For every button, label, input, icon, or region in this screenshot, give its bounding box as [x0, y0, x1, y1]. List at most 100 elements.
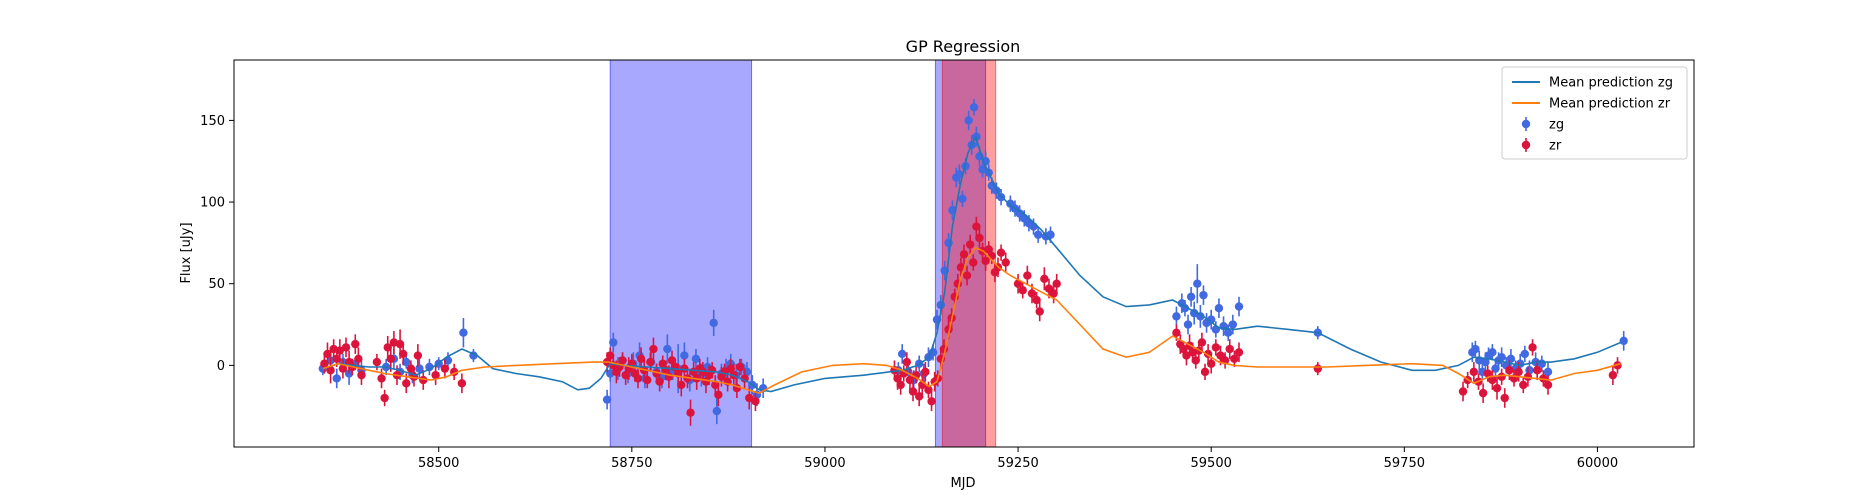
- point-zr: [1035, 307, 1044, 316]
- point-zr: [1543, 380, 1553, 390]
- point-zg: [1471, 344, 1480, 354]
- point-zr: [606, 351, 615, 360]
- point-zg: [1214, 304, 1224, 313]
- point-zr: [908, 387, 918, 396]
- point-zr: [707, 366, 717, 375]
- point-zr: [1197, 338, 1207, 347]
- point-zg: [680, 351, 689, 360]
- x-tick-label: 59000: [804, 456, 845, 471]
- point-zr: [962, 271, 972, 280]
- point-zr: [380, 393, 389, 403]
- point-zr: [351, 339, 360, 349]
- point-zr: [714, 390, 723, 399]
- point-zg: [1488, 348, 1497, 357]
- point-zr: [1523, 372, 1533, 381]
- point-zr: [1179, 344, 1188, 354]
- point-zr: [398, 349, 408, 359]
- point-zg: [1520, 349, 1530, 359]
- point-zr: [1478, 388, 1488, 398]
- chart-title: GP Regression: [906, 37, 1021, 56]
- x-axis: 58500 58750 59000 59250 59500 59750 60000: [418, 447, 1618, 471]
- point-zr: [711, 380, 720, 390]
- legend-box: [1501, 66, 1688, 160]
- point-zg: [936, 300, 946, 310]
- point-zr: [1469, 367, 1479, 377]
- point-zr: [745, 393, 754, 403]
- point-zr: [402, 379, 411, 388]
- point-zr: [1211, 343, 1221, 352]
- point-zr: [996, 248, 1006, 257]
- legend-label: Mean prediction zr: [1549, 97, 1671, 112]
- point-zg: [978, 165, 987, 174]
- point-zg: [1193, 279, 1202, 288]
- point-zr: [924, 385, 933, 395]
- legend-swatch-marker: [1521, 140, 1531, 150]
- point-zr: [969, 258, 978, 267]
- point-zr: [905, 375, 915, 385]
- point-zg: [1046, 230, 1055, 239]
- point-zg: [1497, 352, 1506, 362]
- point-zr: [726, 364, 735, 373]
- point-zr: [683, 374, 692, 383]
- point-zr: [751, 397, 760, 406]
- point-zr: [1172, 328, 1181, 337]
- axes-frame: [233, 59, 1695, 448]
- point-zr: [658, 359, 667, 368]
- point-zg: [1619, 336, 1628, 346]
- point-zr: [1532, 366, 1542, 375]
- point-zg: [1206, 315, 1216, 324]
- point-zr: [1519, 380, 1528, 390]
- point-zr: [975, 233, 984, 243]
- point-zr: [1052, 279, 1061, 288]
- point-zr: [1492, 384, 1502, 393]
- point-zr: [1514, 367, 1523, 377]
- legend-item-zg: zg: [1521, 117, 1564, 133]
- y-tick-label: 50: [208, 277, 225, 292]
- point-zg: [1543, 367, 1553, 377]
- point-zr: [1001, 258, 1010, 267]
- point-zg: [969, 103, 979, 112]
- point-zg: [964, 116, 973, 125]
- point-zr: [1528, 343, 1537, 352]
- point-zr: [357, 370, 366, 380]
- point-zg: [955, 170, 964, 179]
- point-zr: [395, 339, 405, 349]
- point-zr: [335, 346, 345, 355]
- point-zr: [377, 374, 386, 383]
- point-zg: [459, 328, 468, 337]
- y-tick-label: 150: [200, 114, 225, 129]
- line-mean-prediction-zr: [322, 246, 1621, 394]
- point-zg: [1506, 354, 1516, 364]
- legend-item-zr: zr: [1521, 138, 1562, 154]
- point-zg: [691, 354, 701, 364]
- point-zr: [649, 344, 658, 354]
- point-zr: [1040, 274, 1049, 284]
- x-tick-label: 58500: [418, 456, 459, 471]
- legend-swatch-marker: [1521, 119, 1531, 129]
- point-zr: [914, 392, 924, 401]
- point-zr: [413, 351, 423, 360]
- point-zg: [1199, 290, 1208, 300]
- y-tick-label: 0: [217, 359, 225, 374]
- point-zr: [893, 374, 902, 383]
- point-zr: [354, 354, 363, 364]
- x-tick-label: 59500: [1191, 456, 1232, 471]
- point-zr: [1182, 351, 1191, 360]
- point-zr: [372, 357, 382, 367]
- point-zr: [939, 344, 949, 354]
- point-zg: [1234, 302, 1244, 311]
- point-zr: [921, 367, 930, 377]
- point-zr: [431, 370, 440, 380]
- point-zr: [1018, 286, 1027, 295]
- plot-area: [318, 60, 1628, 447]
- point-zg: [1183, 320, 1193, 329]
- legend: Mean prediction zg Mean prediction zr zg zr: [1501, 66, 1688, 160]
- point-zg: [1029, 222, 1038, 231]
- point-zg: [609, 338, 618, 347]
- x-tick-label: 60000: [1577, 456, 1618, 471]
- point-zr: [1032, 295, 1041, 305]
- x-tick-label: 58750: [611, 456, 652, 471]
- point-zr: [323, 349, 332, 359]
- point-zg: [1223, 328, 1233, 337]
- line-mean-prediction-zg: [322, 134, 1621, 393]
